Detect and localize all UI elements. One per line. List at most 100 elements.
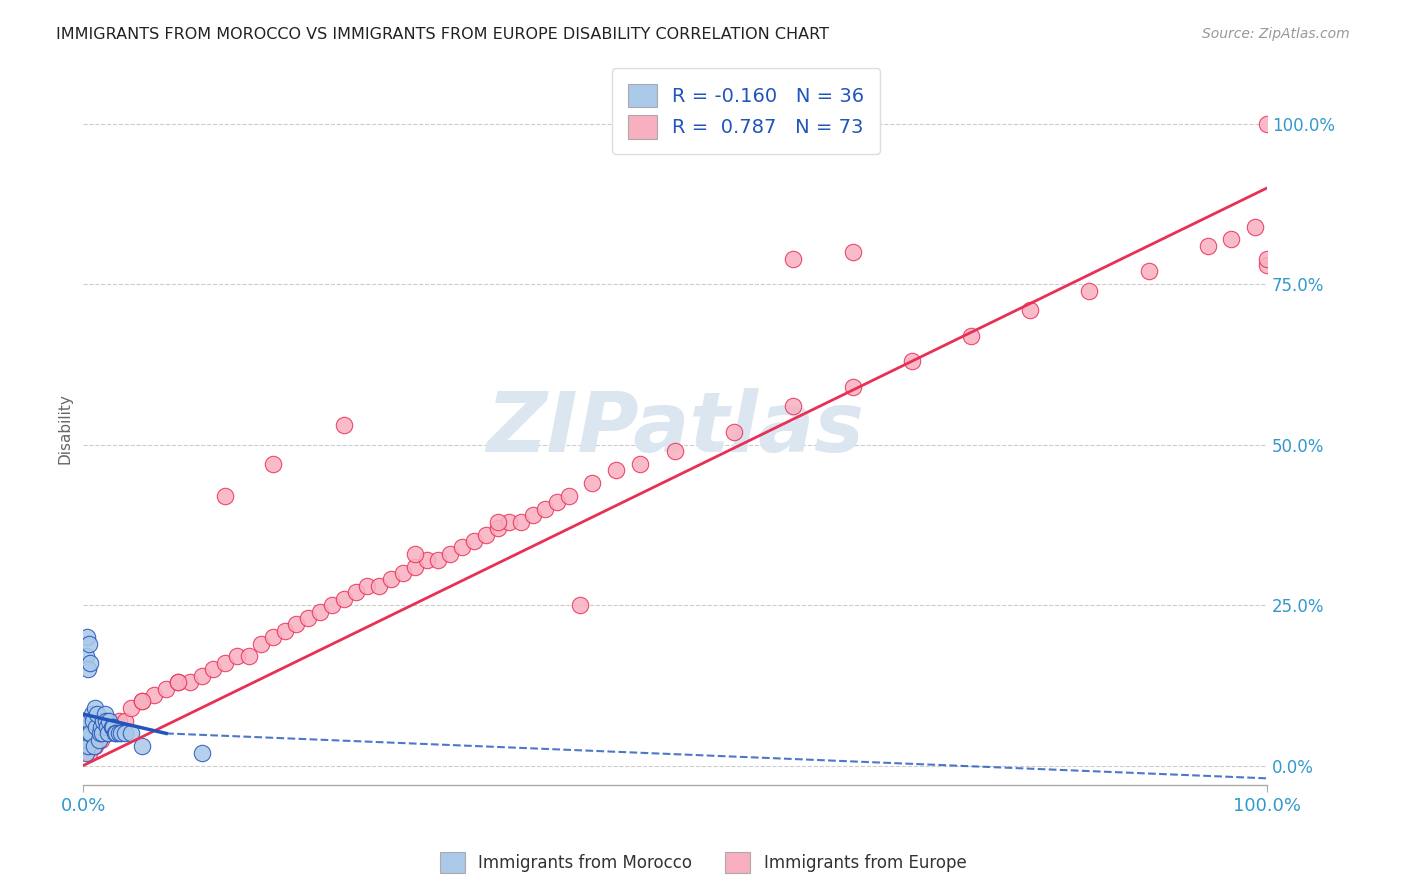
Point (841, 380, 863, 394)
Point (94, 714, 117, 728)
Point (214, 656, 236, 670)
Point (75, 726, 97, 740)
Point (84, 739, 107, 754)
Point (1256, 252, 1278, 266)
Point (97, 726, 120, 740)
Point (297, 611, 319, 625)
Point (105, 726, 128, 740)
Point (83, 739, 105, 754)
Point (89, 726, 111, 740)
Point (73, 739, 96, 754)
Point (190, 746, 212, 760)
Point (77, 746, 100, 760)
Point (404, 547, 426, 561)
Y-axis label: Disability: Disability (58, 393, 72, 464)
Point (167, 675, 190, 690)
Point (1220, 232, 1243, 246)
Point (96, 726, 118, 740)
Point (451, 541, 474, 555)
Point (101, 720, 124, 734)
Point (77, 714, 100, 728)
Point (76, 720, 98, 734)
Point (190, 668, 212, 682)
Point (498, 515, 520, 529)
Point (155, 681, 177, 696)
Point (321, 598, 343, 612)
Point (96, 720, 118, 734)
Point (332, 591, 354, 606)
Point (1256, 117, 1278, 131)
Point (86, 707, 108, 722)
Point (841, 245, 863, 260)
Point (262, 630, 284, 644)
Point (100, 720, 122, 734)
Point (104, 726, 127, 740)
Point (392, 566, 415, 580)
Point (628, 457, 651, 471)
Point (75, 746, 97, 760)
Point (76, 732, 98, 747)
Point (344, 585, 367, 599)
Point (120, 726, 142, 740)
Point (93, 714, 115, 728)
Point (285, 617, 308, 632)
Point (120, 700, 142, 714)
Point (782, 252, 804, 266)
Point (723, 425, 745, 439)
Point (557, 489, 579, 503)
Point (131, 694, 153, 708)
Point (75, 732, 97, 747)
Point (131, 694, 153, 708)
Point (82, 714, 104, 728)
Point (79, 726, 101, 740)
Point (522, 508, 544, 523)
Point (1078, 284, 1101, 298)
Point (75, 649, 97, 664)
Text: ZIPatlas: ZIPatlas (486, 388, 865, 469)
Point (80, 707, 103, 722)
Point (546, 495, 568, 509)
Point (238, 649, 260, 664)
Point (84, 700, 107, 714)
Point (77, 726, 100, 740)
Text: Source: ZipAtlas.com: Source: ZipAtlas.com (1202, 27, 1350, 41)
Point (101, 720, 124, 734)
Point (439, 547, 461, 561)
Point (87, 732, 110, 747)
Point (107, 714, 129, 728)
Point (77, 637, 100, 651)
Point (77, 739, 100, 754)
Point (91, 726, 114, 740)
Point (474, 527, 496, 541)
Legend: Immigrants from Morocco, Immigrants from Europe: Immigrants from Morocco, Immigrants from… (433, 846, 973, 880)
Point (131, 739, 153, 754)
Point (93, 707, 115, 722)
Point (510, 515, 533, 529)
Point (114, 726, 136, 740)
Point (167, 675, 190, 690)
Point (1019, 302, 1042, 317)
Point (569, 598, 592, 612)
Point (262, 457, 284, 471)
Point (179, 675, 201, 690)
Point (1244, 219, 1267, 234)
Point (486, 515, 509, 529)
Point (581, 476, 603, 491)
Point (368, 579, 391, 593)
Point (782, 399, 804, 413)
Point (143, 688, 166, 702)
Point (1256, 258, 1278, 272)
Point (664, 444, 686, 458)
Point (415, 553, 437, 567)
Point (110, 726, 132, 740)
Point (309, 605, 332, 619)
Point (332, 418, 354, 433)
Point (77, 662, 100, 676)
Point (486, 521, 509, 535)
Point (79, 656, 101, 670)
Point (273, 624, 295, 638)
Point (463, 533, 485, 548)
Point (605, 463, 627, 477)
Point (427, 553, 450, 567)
Point (90, 720, 112, 734)
